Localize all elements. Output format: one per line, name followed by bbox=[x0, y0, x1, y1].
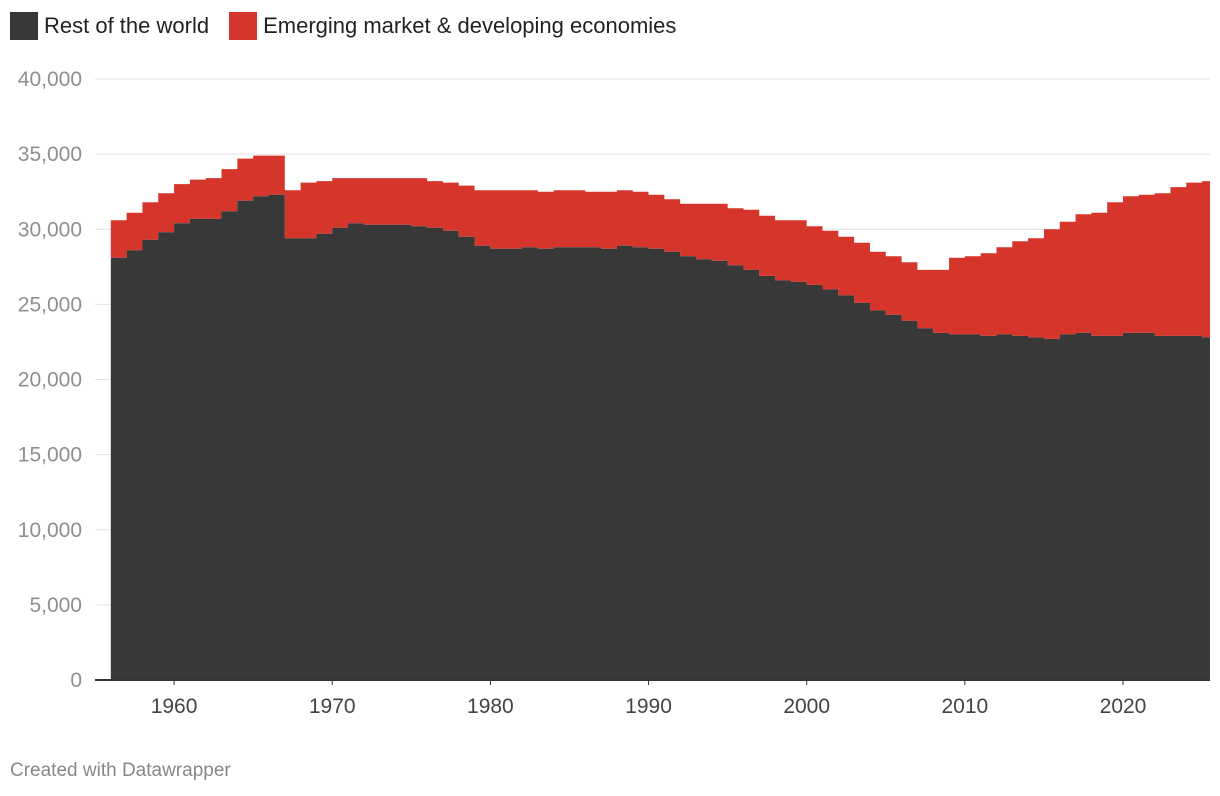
y-tick-label-20000: 20,000 bbox=[18, 369, 82, 392]
y-tick-label-40000: 40,000 bbox=[18, 68, 82, 91]
x-tick-label-1960: 1960 bbox=[151, 695, 198, 718]
credit-text: Created with Datawrapper bbox=[10, 760, 231, 781]
legend-label-rest-of-world: Rest of the world bbox=[44, 13, 210, 38]
y-tick-label-30000: 30,000 bbox=[18, 218, 82, 241]
x-tick-label-2010: 2010 bbox=[941, 695, 988, 718]
x-tick-label-1970: 1970 bbox=[309, 695, 356, 718]
legend-item-rest-of-world: Rest of the world bbox=[10, 12, 209, 40]
legend-label-emerging-markets: Emerging market & developing economies bbox=[263, 13, 677, 38]
y-tick-label-15000: 15,000 bbox=[18, 444, 82, 467]
legend-item-emerging-markets: Emerging market & developing economies bbox=[229, 12, 676, 40]
y-tick-label-0: 0 bbox=[70, 669, 82, 692]
x-tick-label-2020: 2020 bbox=[1100, 695, 1147, 718]
area-layer bbox=[110, 155, 1211, 680]
y-tick-label-10000: 10,000 bbox=[18, 519, 82, 542]
legend-swatch-rest-of-world bbox=[10, 12, 38, 40]
x-tick-label-1980: 1980 bbox=[467, 695, 514, 718]
y-tick-label-35000: 35,000 bbox=[18, 143, 82, 166]
area-emerging-markets bbox=[110, 155, 1211, 339]
x-tick-label-1990: 1990 bbox=[625, 695, 672, 718]
y-tick-label-25000: 25,000 bbox=[18, 293, 82, 316]
axis-layer: 0 5,000 10,000 15,000 20,000 25,000 30,000 35,0… bbox=[18, 68, 1210, 718]
x-tick-label-2000: 2000 bbox=[783, 695, 830, 718]
legend: Rest of the world Emerging market & deve… bbox=[10, 12, 676, 40]
area-rest-of-world bbox=[110, 194, 1211, 680]
y-tick-label-5000: 5,000 bbox=[29, 594, 82, 617]
legend-swatch-emerging-markets bbox=[229, 12, 258, 40]
